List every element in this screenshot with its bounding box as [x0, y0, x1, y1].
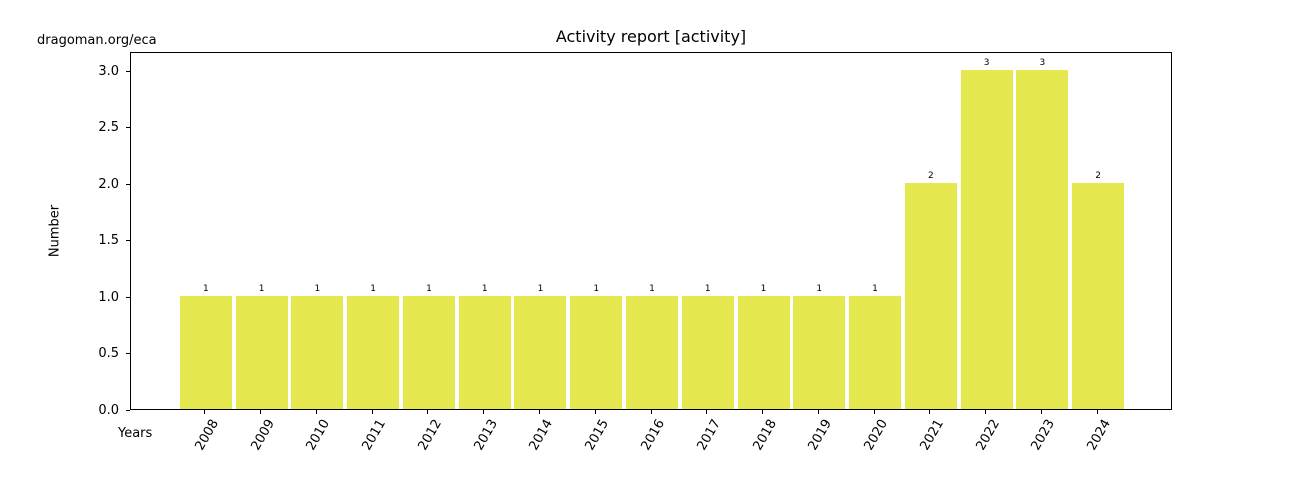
y-tick-label: 1.0: [98, 289, 119, 305]
bar-2023: [1016, 70, 1069, 409]
bar-value-label: 1: [704, 284, 711, 295]
bar-value-label: 1: [203, 284, 209, 295]
y-tick-label: 0.0: [98, 402, 119, 418]
x-tick-mark: [427, 410, 429, 414]
bar-2022: [960, 70, 1013, 409]
chart-title: Activity report [activity]: [555, 27, 747, 46]
x-tick-label: 2021: [917, 417, 947, 454]
bar-value-label: 1: [481, 284, 488, 295]
x-tick-mark: [260, 410, 262, 414]
x-tick-mark: [873, 410, 875, 414]
bar-value-label: 1: [760, 284, 767, 295]
bar-2021: [904, 183, 957, 409]
y-tick-mark: [126, 70, 130, 72]
x-tick-mark: [315, 410, 317, 414]
plot-area: 1 1 1 1 1 1 1 1 1 1 1 1 1 2 3 3 2: [130, 52, 1172, 410]
y-tick-label: 2.5: [98, 120, 119, 136]
x-tick-mark: [817, 410, 819, 414]
x-tick-label: 2014: [526, 417, 557, 454]
x-axis-label: Years: [118, 426, 153, 441]
x-tick-mark: [985, 410, 987, 414]
bar-value-label: 2: [927, 171, 934, 182]
x-tick-mark: [762, 410, 764, 414]
bar-value-label: 1: [370, 284, 377, 295]
bar-2014: [514, 296, 567, 409]
bar-2019: [793, 296, 846, 409]
bar-value-label: 1: [872, 284, 878, 295]
bar-value-label: 1: [816, 284, 823, 295]
x-tick-mark: [538, 410, 540, 414]
bar-2009: [235, 296, 288, 409]
x-tick-label: 2011: [359, 417, 390, 454]
y-tick-mark: [126, 240, 130, 242]
y-axis-label: Number: [47, 204, 63, 258]
bar-2011: [347, 296, 400, 409]
bar-2024: [1072, 183, 1125, 409]
bar-value-label: 1: [426, 284, 432, 295]
bar-value-label: 2: [1095, 171, 1101, 182]
y-tick-mark: [126, 409, 130, 411]
watermark-text: dragoman.org/eca: [37, 33, 157, 48]
bar-value-label: 3: [1039, 58, 1046, 69]
bar-value-label: 1: [314, 284, 321, 295]
x-tick-label: 2023: [1028, 417, 1059, 454]
x-tick-label: 2019: [805, 417, 836, 454]
x-tick-label: 2024: [1084, 417, 1115, 454]
x-tick-label: 2022: [973, 417, 1003, 454]
bar-value-label: 1: [258, 284, 265, 295]
y-tick-label: 3.0: [98, 63, 119, 79]
x-tick-mark: [483, 410, 485, 414]
bar-2012: [402, 296, 455, 409]
x-tick-mark: [706, 410, 708, 414]
x-tick-label: 2016: [638, 417, 668, 454]
x-tick-label: 2008: [192, 417, 222, 454]
bar-value-label: 1: [537, 284, 544, 295]
x-tick-mark: [1096, 410, 1098, 414]
x-tick-label: 2012: [415, 417, 445, 454]
bar-2020: [849, 296, 902, 409]
bar-2010: [291, 296, 344, 409]
x-tick-label: 2010: [303, 417, 334, 454]
x-tick-mark: [929, 410, 931, 414]
bar-2017: [681, 296, 734, 409]
bar-2015: [570, 296, 623, 409]
bar-2008: [179, 296, 232, 409]
y-tick-mark: [126, 183, 130, 185]
bar-value-label: 1: [593, 284, 600, 295]
x-tick-mark: [594, 410, 596, 414]
x-tick-label: 2009: [248, 417, 278, 454]
bar-2013: [458, 296, 511, 409]
x-tick-mark: [204, 410, 206, 414]
bar-value-label: 1: [649, 284, 655, 295]
y-tick-label: 2.0: [98, 176, 119, 192]
x-tick-mark: [650, 410, 652, 414]
bar-2016: [626, 296, 678, 409]
x-tick-mark: [1040, 410, 1042, 414]
y-tick-mark: [126, 296, 130, 298]
bar-2018: [737, 296, 790, 409]
bar-value-label: 3: [983, 58, 990, 69]
x-tick-label: 2020: [861, 417, 892, 454]
y-tick-mark: [126, 127, 130, 129]
x-tick-label: 2015: [582, 417, 613, 454]
x-tick-mark: [371, 410, 373, 414]
x-tick-label: 2013: [471, 417, 501, 454]
x-tick-label: 2018: [749, 417, 780, 454]
y-tick-label: 1.5: [98, 233, 119, 249]
y-tick-mark: [126, 353, 130, 355]
y-tick-label: 0.5: [98, 346, 119, 362]
x-tick-label: 2017: [694, 417, 724, 454]
